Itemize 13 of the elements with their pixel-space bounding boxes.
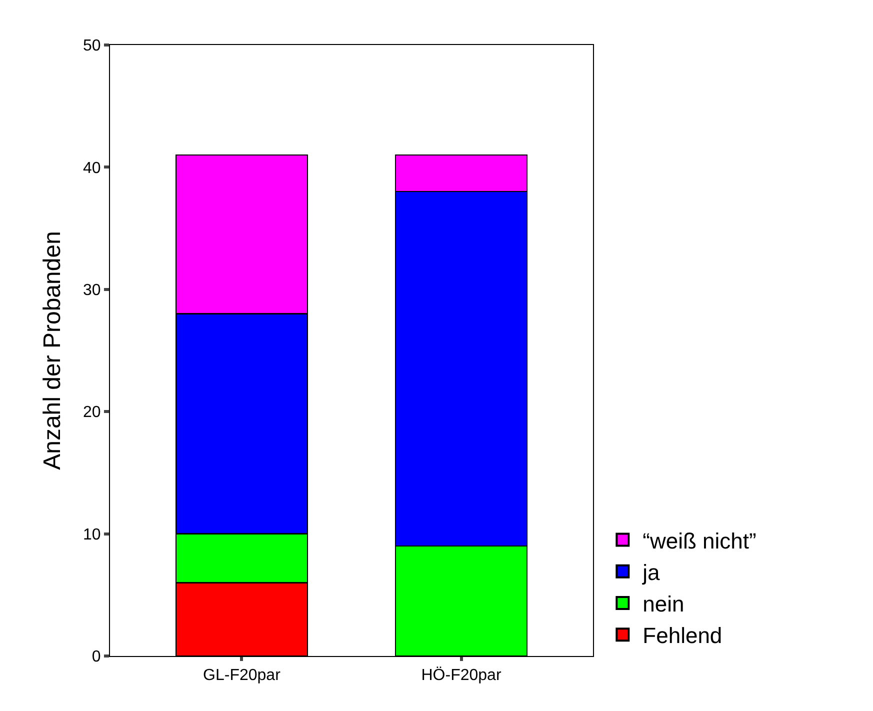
y-tick-label: 50 xyxy=(83,38,101,55)
legend-label: “weiß nicht” xyxy=(642,528,756,554)
legend-label: nein xyxy=(642,592,684,617)
y-tick-label: 30 xyxy=(83,282,101,299)
y-tick-label: 20 xyxy=(83,404,101,422)
x-tick-label: GL-F20par xyxy=(203,667,282,684)
y-tick-label: 0 xyxy=(92,648,101,666)
legend-label: ja xyxy=(642,560,661,585)
x-tick-label: HÖ-F20par xyxy=(421,666,502,684)
y-tick-label: 10 xyxy=(83,526,101,544)
legend-label: Fehlend xyxy=(642,623,722,648)
y-axis-title: Anzahl der Probanden xyxy=(39,231,66,470)
y-tick-label: 40 xyxy=(83,160,101,177)
